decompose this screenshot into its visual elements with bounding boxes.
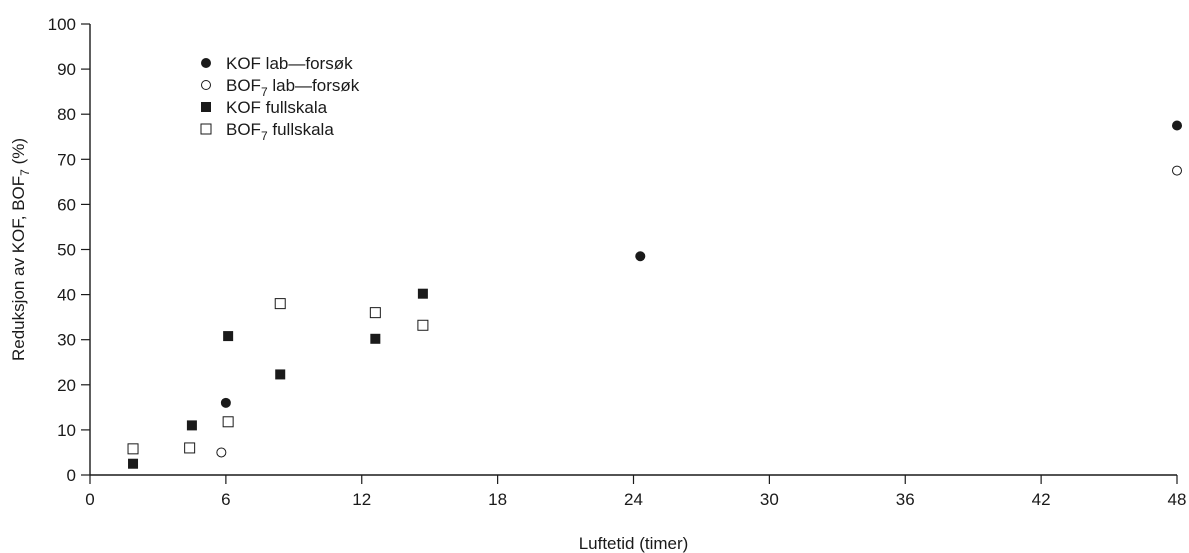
- data-point-filled-square: [223, 331, 234, 342]
- x-tick-label: 30: [760, 490, 779, 509]
- data-point-open-square: [274, 298, 286, 310]
- x-tick-label: 24: [624, 490, 643, 509]
- ticks: 0 10 20 30 40 50 60 70 80 90 100 0 6 12 18 24 30 36 42 48: [48, 15, 1187, 509]
- y-tick-label: 80: [57, 105, 76, 124]
- x-tick-label: 6: [221, 490, 230, 509]
- x-tick-label: 36: [896, 490, 915, 509]
- legend-marker-open-circle: [201, 80, 211, 90]
- y-tick-label: 60: [57, 195, 76, 214]
- y-tick-label: 40: [57, 286, 76, 305]
- y-tick-label: 0: [67, 466, 76, 485]
- data-point-open-circle: [216, 447, 227, 458]
- y-tick-label: 100: [48, 15, 76, 34]
- legend-label: BOF7 fullskala: [226, 120, 334, 143]
- data-point-filled-circle: [220, 397, 231, 408]
- data-point-filled-circle: [1172, 120, 1182, 131]
- data-point-open-square: [369, 307, 381, 319]
- y-tick-label: 10: [57, 421, 76, 440]
- data-point-filled-square: [128, 458, 139, 469]
- data-point-open-square: [417, 319, 429, 331]
- y-tick-label: 20: [57, 376, 76, 395]
- data-point-filled-circle: [635, 251, 646, 262]
- data-points: [127, 120, 1182, 469]
- data-point-open-circle: [1172, 165, 1182, 176]
- data-point-open-square: [127, 443, 139, 455]
- y-tick-label: 70: [57, 150, 76, 169]
- data-point-filled-square: [275, 369, 286, 380]
- legend-label: KOF fullskala: [226, 98, 328, 117]
- x-tick-label: 18: [488, 490, 507, 509]
- x-tick-label: 0: [85, 490, 94, 509]
- y-axis-title: Reduksjon av KOF, BOF7 (%): [9, 138, 32, 361]
- legend-marker-filled-square: [201, 102, 211, 112]
- data-point-filled-square: [417, 288, 428, 299]
- data-point-open-square: [184, 442, 196, 454]
- legend-marker-open-square: [200, 123, 212, 135]
- y-tick-label: 50: [57, 241, 76, 260]
- legend-label: KOF lab—forsøk: [226, 54, 353, 73]
- x-tick-label: 48: [1168, 490, 1187, 509]
- legend-label: BOF7 lab—forsøk: [226, 76, 360, 99]
- legend-marker-filled-circle: [201, 58, 211, 68]
- y-tick-label: 30: [57, 331, 76, 350]
- data-point-open-square: [222, 416, 234, 428]
- x-tick-label: 42: [1032, 490, 1051, 509]
- x-tick-label: 12: [352, 490, 371, 509]
- data-point-filled-square: [370, 333, 381, 344]
- x-axis-title: Luftetid (timer): [579, 534, 689, 553]
- y-tick-label: 90: [57, 60, 76, 79]
- data-point-filled-square: [186, 420, 197, 431]
